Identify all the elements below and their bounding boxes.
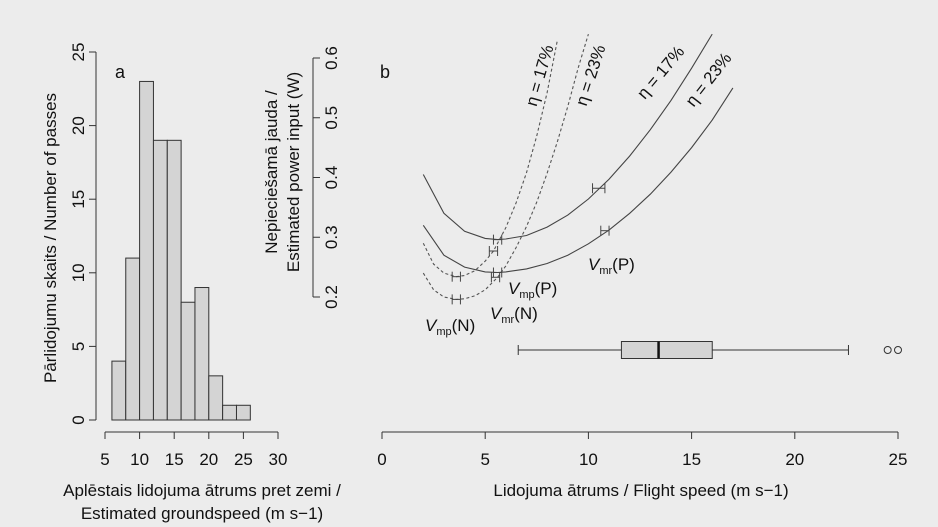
x-tick-label: 15 xyxy=(165,450,184,469)
y-tick-label: 10 xyxy=(69,263,88,282)
y-tick-label: 5 xyxy=(69,342,88,351)
vmr-n-label: Vmr(N) xyxy=(490,304,538,326)
error-bars xyxy=(451,183,610,305)
x-tick-label: 5 xyxy=(480,450,489,469)
panel-b-y-axis: 0.2 0.3 0.4 0.5 0.6 xyxy=(312,46,341,309)
vmp-n-label: Vmp(N) xyxy=(425,316,475,338)
x-tick-label: 20 xyxy=(199,450,218,469)
panel-a-letter: a xyxy=(115,62,126,82)
power-curve xyxy=(422,33,713,241)
y-tick-label: 0.5 xyxy=(322,106,341,130)
outlier-point xyxy=(883,346,892,354)
x-tick-label: 25 xyxy=(234,450,253,469)
panel-a-x-axis: 5 10 15 20 25 30 xyxy=(100,431,288,469)
y-tick-label: 0 xyxy=(69,415,88,424)
x-tick-label: 0 xyxy=(377,450,386,469)
x-tick-label: 10 xyxy=(130,450,149,469)
power-curve xyxy=(422,87,734,274)
panel-b-y-axis-title-line2: Estimated power input (W) xyxy=(284,72,303,272)
panel-a-histogram: a 0 5 10 15 20 25 5 10 15 20 25 30 Pārlidojumu ska… xyxy=(41,43,341,523)
vmp-p-label: Vmp(P) xyxy=(508,279,557,301)
y-tick-label: 0.4 xyxy=(322,166,341,190)
speed-boxplot xyxy=(517,341,902,359)
histogram-bar xyxy=(222,404,237,421)
x-tick-label: 5 xyxy=(100,450,109,469)
histogram-bar xyxy=(235,404,251,421)
box-iqr xyxy=(620,341,713,359)
x-tick-label: 15 xyxy=(682,450,701,469)
panel-a-y-axis-title: Pārlidojumu skaits / Number of passes xyxy=(41,93,60,383)
x-tick-label: 30 xyxy=(269,450,288,469)
y-tick-label: 0.2 xyxy=(322,285,341,309)
x-tick-label: 25 xyxy=(889,450,908,469)
panel-a-y-axis: 0 5 10 15 20 25 xyxy=(69,43,97,425)
x-tick-label: 20 xyxy=(785,450,804,469)
power-curve xyxy=(422,39,558,278)
panel-a-x-axis-title-line1: Aplēstais lidojuma ātrums pret zemi / xyxy=(63,481,341,500)
panel-b-x-axis: 0 5 10 15 20 25 xyxy=(377,431,908,469)
histogram-bar xyxy=(111,360,127,421)
panel-b-x-axis-title: Lidojuma ātrums / Flight speed (m s−1) xyxy=(493,481,788,500)
panel-b-y-axis-title-line1: Nepieciešamā jauda / xyxy=(262,90,281,254)
histogram-bars xyxy=(111,80,251,421)
panel-b-letter: b xyxy=(380,62,390,82)
y-tick-label: 25 xyxy=(69,43,88,62)
y-tick-label: 0.3 xyxy=(322,225,341,249)
panel-a-x-axis-title-line2: Estimated groundspeed (m s−1) xyxy=(81,504,323,523)
x-tick-label: 10 xyxy=(579,450,598,469)
y-tick-label: 20 xyxy=(69,116,88,135)
histogram-bar xyxy=(194,287,210,421)
histogram-bar xyxy=(152,139,168,421)
outlier-point xyxy=(894,346,902,354)
histogram-bar xyxy=(125,257,141,421)
histogram-bar xyxy=(180,301,196,421)
histogram-bar xyxy=(166,139,182,421)
y-tick-label: 0.6 xyxy=(322,46,341,70)
vmr-p-label: Vmr(P) xyxy=(588,255,635,277)
histogram-bar xyxy=(139,80,154,421)
y-tick-label: 15 xyxy=(69,190,88,209)
histogram-bar xyxy=(208,375,224,421)
